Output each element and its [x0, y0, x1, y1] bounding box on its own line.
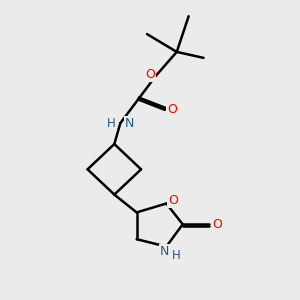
Text: O: O — [167, 103, 177, 116]
Text: O: O — [212, 218, 222, 231]
Text: O: O — [145, 68, 155, 81]
Text: N: N — [160, 245, 170, 258]
Text: H: H — [107, 117, 116, 130]
Text: N: N — [125, 117, 134, 130]
Text: H: H — [172, 249, 180, 262]
Text: O: O — [168, 194, 178, 207]
